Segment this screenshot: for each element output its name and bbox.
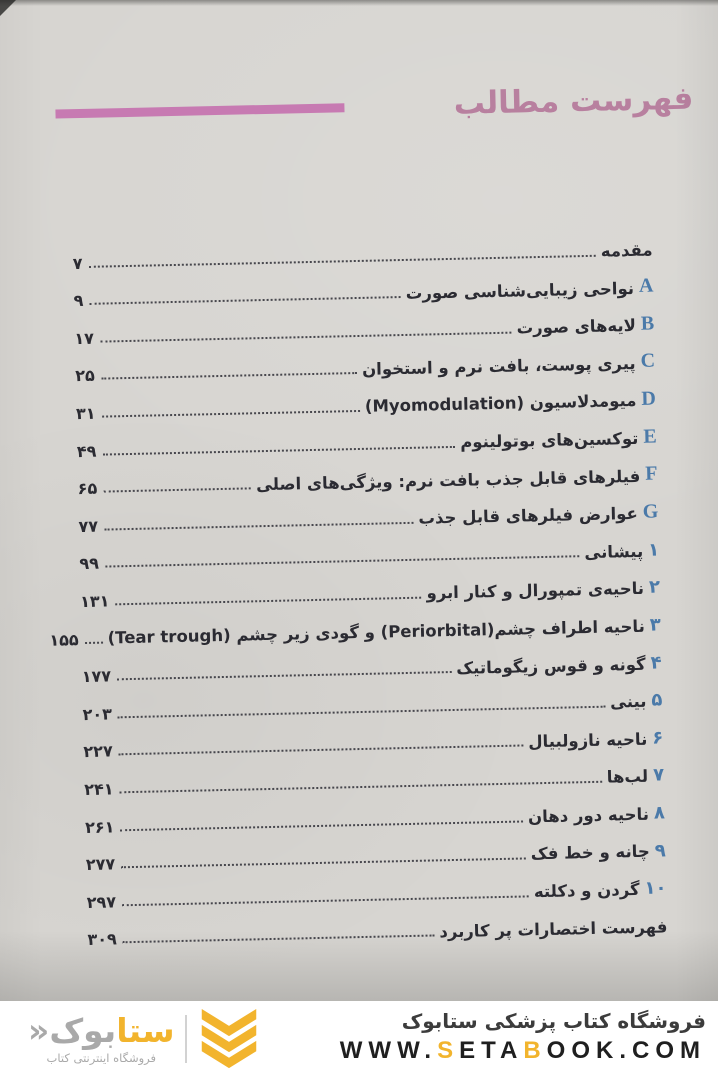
toc-entry-page: ۱۷	[74, 328, 95, 348]
website-url: WWW.SETABOOK.COM	[340, 1037, 706, 1065]
toc-entry-page: ۱۳۱	[79, 591, 110, 612]
toc-entry-prefix: ۴	[650, 652, 662, 674]
toc-entry-page: ۴۹	[76, 441, 97, 461]
toc-entry-title: توکسین‌های بوتولینوم	[460, 428, 639, 452]
toc-entry-page: ۷۷	[78, 516, 99, 536]
toc-entry-title: لب‌ها	[606, 767, 649, 787]
dotted-leader	[117, 671, 452, 681]
toc-entry-page: ۶۵	[77, 478, 98, 499]
decorative-bar	[55, 103, 345, 119]
toc-entry-page: ۷	[72, 253, 83, 273]
toc-entry-prefix: A	[638, 274, 654, 298]
dotted-leader	[122, 934, 435, 944]
toc-entry-prefix: ۱۰	[644, 877, 667, 900]
toc-entry-prefix: E	[643, 425, 657, 448]
logo-wordmark-primary: ستا	[116, 1010, 175, 1050]
toc-entry-title: گونه و قوس زیگوماتیک	[456, 654, 646, 678]
toc-entry-page: ۲۹۷	[86, 892, 117, 912]
dotted-leader	[89, 296, 401, 306]
toc-entry-prefix: G	[642, 500, 659, 523]
toc-entry-prefix: ۹	[654, 839, 666, 862]
footer-store-block: فروشگاه کتاب پزشکی ستابوک WWW.SETABOOK.C…	[340, 1009, 706, 1065]
toc-entry-page: ۳۰۹	[87, 929, 118, 950]
page-title: فهرست مطالب	[453, 80, 694, 122]
toc-entry-title: بینی	[609, 691, 647, 712]
toc-entry-page: ۲۵	[75, 366, 95, 386]
website-url-segment: B	[523, 1037, 547, 1064]
website-url-segment: WWW.	[339, 1037, 438, 1064]
toc-list: مقدمه ۷ A نواحی زیبایی‌شناسی صورت ۹ B لایه‌های…	[49, 224, 668, 951]
toc-entry-title: لایه‌های صورت	[516, 316, 637, 338]
website-url-segment: S	[437, 1037, 460, 1064]
toc-entry-page: ۲۰۳	[82, 704, 113, 724]
logo-divider	[184, 1015, 187, 1063]
store-name: فروشگاه کتاب پزشکی ستابوک	[401, 1009, 706, 1033]
toc-entry-prefix: D	[641, 387, 657, 410]
toc-entry-page: ۹۹	[79, 554, 100, 574]
dotted-leader	[84, 641, 103, 644]
watermark-footer: فروشگاه کتاب پزشکی ستابوک WWW.SETABOOK.C…	[0, 1001, 718, 1080]
toc-entry-page: ۲۲۷	[83, 741, 113, 762]
toc-entry-prefix: C	[640, 349, 656, 373]
dotted-leader	[103, 487, 252, 493]
toc-entry-prefix: ۵	[651, 689, 663, 711]
toc-entry-prefix: ۷	[652, 764, 665, 787]
logo-tagline: فروشگاه اینترنتی کتاب	[46, 1050, 156, 1065]
page-content: فهرست مطالب مقدمه ۷ A نواحی زیبایی‌شناسی صو…	[49, 80, 694, 951]
toc-entry-title: فهرست اختصارات پر کاربرد	[439, 917, 668, 942]
logo-wordmark-secondary: بوک	[49, 1010, 117, 1050]
logo-wordmark: ستابوک«	[28, 1014, 175, 1047]
toc-entry-title: ناحیه دور دهان	[527, 804, 650, 827]
toc-entry-page: ۱۷۷	[81, 666, 112, 687]
toc-entry-prefix: ۲	[648, 576, 661, 599]
toc-entry-page: ۳۱	[75, 403, 96, 424]
toc-entry-page: ۲۴۱	[84, 779, 114, 799]
dotted-leader	[115, 596, 422, 606]
dotted-leader	[100, 372, 358, 380]
toc-entry-prefix: ۶	[652, 727, 664, 749]
website-url-segment: OOK.COM	[546, 1037, 706, 1064]
toc-entry-page: ۹	[73, 291, 84, 311]
dotted-leader	[104, 521, 414, 531]
toc-entry-title: ناحیه نازولبیال	[528, 729, 648, 752]
toc-entry-title: مقدمه	[600, 240, 653, 261]
toc-entry-title: پیشانی	[584, 541, 644, 562]
setabook-logo: ستابوک« فروشگاه اینترنتی کتاب	[28, 1008, 261, 1070]
toc-entry-title: گردن و دکلته	[533, 880, 640, 902]
toc-entry-prefix: F	[645, 462, 658, 485]
page-photo: فهرست مطالب مقدمه ۷ A نواحی زیبایی‌شناسی صو…	[0, 0, 718, 1001]
website-url-segment: ETA	[459, 1037, 524, 1064]
logo-guillemet: «	[28, 1010, 50, 1050]
toc-entry-prefix: ۸	[653, 802, 666, 824]
toc-entry-prefix: ۳	[649, 614, 662, 636]
toc-entry-prefix: B	[640, 312, 655, 335]
setabook-emblem-icon	[201, 1008, 256, 1069]
logo-text-block: ستابوک« فروشگاه اینترنتی کتاب	[28, 1014, 175, 1065]
dotted-leader	[101, 409, 361, 418]
toc-entry-page: ۲۷۷	[85, 854, 116, 875]
toc-entry-page: ۲۶۱	[84, 816, 115, 837]
toc-entry-prefix: ۱	[647, 539, 660, 561]
toc-entry-title: چانه و خط فک	[530, 842, 650, 864]
toc-entry-page: ۱۵۵	[49, 629, 79, 650]
